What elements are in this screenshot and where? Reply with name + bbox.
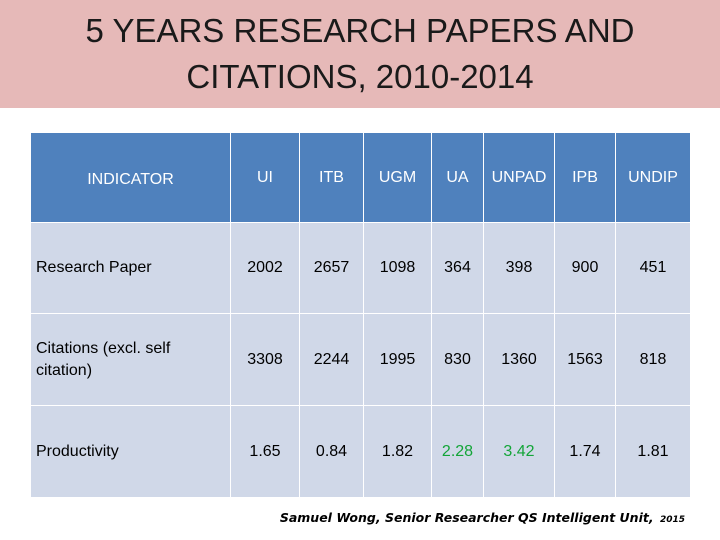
table-cell: 818: [615, 313, 691, 406]
table-cell: 1.74: [554, 405, 616, 498]
table-cell: 2002: [230, 222, 300, 314]
header-ugm: UGM: [363, 132, 432, 223]
row-label-research-paper: Research Paper: [30, 222, 231, 314]
table-cell: 1360: [483, 313, 555, 406]
slide-title-line-1: 5 YEARS RESEARCH PAPERS AND: [85, 12, 635, 49]
table-cell-highlight: 3.42: [483, 405, 555, 498]
table-cell: 1.65: [230, 405, 300, 498]
table-cell: 2657: [299, 222, 364, 314]
table-cell: 0.84: [299, 405, 364, 498]
research-table: INDICATOR UI ITB UGM UA UNPAD IPB UNDIP …: [30, 132, 691, 498]
table-cell: 2244: [299, 313, 364, 406]
header-unpad: UNPAD: [483, 132, 555, 223]
table-cell: 1563: [554, 313, 616, 406]
table-row: Productivity 1.65 0.84 1.82 2.28 3.42 1.…: [30, 405, 691, 498]
header-ua: UA: [431, 132, 484, 223]
table-cell: 451: [615, 222, 691, 314]
table-cell: 398: [483, 222, 555, 314]
header-ui: UI: [230, 132, 300, 223]
table-cell: 1.82: [363, 405, 432, 498]
slide-title-line-2: CITATIONS, 2010-2014: [186, 58, 534, 95]
table-cell: 900: [554, 222, 616, 314]
table-header-row: INDICATOR UI ITB UGM UA UNPAD IPB UNDIP: [30, 132, 691, 223]
table-cell: 1.81: [615, 405, 691, 498]
row-label-citations: Citations (excl. self citation): [30, 313, 231, 406]
table-row: Research Paper 2002 2657 1098 364 398 90…: [30, 222, 691, 314]
table-cell: 830: [431, 313, 484, 406]
source-credit-text: Samuel Wong, Senior Researcher QS Intell…: [279, 510, 654, 525]
row-label-productivity: Productivity: [30, 405, 231, 498]
header-itb: ITB: [299, 132, 364, 223]
table-cell: 1098: [363, 222, 432, 314]
table-cell: 3308: [230, 313, 300, 406]
slide-title: 5 YEARS RESEARCH PAPERS AND CITATIONS, 2…: [0, 8, 720, 100]
table-cell: 1995: [363, 313, 432, 406]
table-cell: 364: [431, 222, 484, 314]
header-ipb: IPB: [554, 132, 616, 223]
title-band: [0, 0, 720, 108]
source-credit: Samuel Wong, Senior Researcher QS Intell…: [280, 510, 685, 525]
header-undip: UNDIP: [615, 132, 691, 223]
header-indicator: INDICATOR: [30, 132, 231, 223]
source-credit-year: 2015: [659, 515, 685, 525]
table-row: Citations (excl. self citation) 3308 224…: [30, 313, 691, 406]
table-cell-highlight: 2.28: [431, 405, 484, 498]
